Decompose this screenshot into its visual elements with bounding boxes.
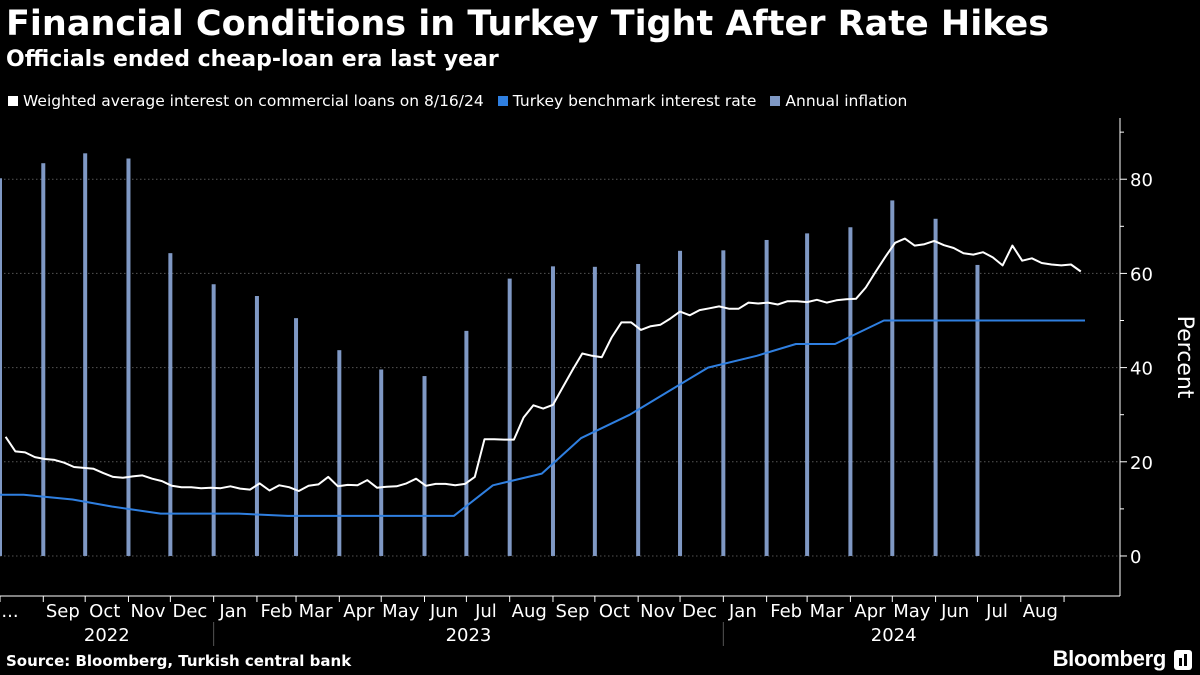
x-tick-label: Jul xyxy=(474,601,497,622)
x-tick-label: Aug xyxy=(1023,601,1058,622)
x-tick-label: Aug xyxy=(512,601,547,622)
commercial-loans-line xyxy=(4,237,1082,492)
x-tick-label: ... xyxy=(1,601,18,622)
y-tick-label: 40 xyxy=(1130,359,1153,380)
source-note: Source: Bloomberg, Turkish central bank xyxy=(6,652,352,670)
x-tick-label: Dec xyxy=(172,601,207,622)
bloomberg-logo: Bloomberg xyxy=(1052,646,1167,671)
inflation-bar xyxy=(337,350,342,556)
x-tick-label: Oct xyxy=(89,601,120,622)
inflation-bar xyxy=(83,153,88,556)
x-tick-label: Apr xyxy=(854,601,886,622)
y-tick-label: 60 xyxy=(1130,264,1153,285)
inflation-bar xyxy=(507,278,512,556)
legend-swatch-inflation xyxy=(770,96,781,106)
x-tick-label: Apr xyxy=(343,601,375,622)
inflation-bar xyxy=(890,200,895,556)
legend-swatch-loans xyxy=(8,96,18,106)
inflation-bar xyxy=(0,178,2,556)
legend-label-inflation: Annual inflation xyxy=(785,92,908,110)
x-tick-label: Feb xyxy=(770,601,802,622)
legend-item-benchmark: Turkey benchmark interest rate xyxy=(497,92,757,110)
legend-swatch-benchmark xyxy=(497,96,508,106)
chart-subtitle: Officials ended cheap-loan era last year xyxy=(6,47,499,72)
x-tick-label: Oct xyxy=(599,601,630,622)
x-tick-label: Jan xyxy=(218,601,247,622)
inflation-bar xyxy=(294,318,299,556)
x-tick-label: Jul xyxy=(985,601,1008,622)
inflation-bar xyxy=(848,227,853,556)
x-tick-label: Jan xyxy=(728,601,757,622)
y-tick-label: 20 xyxy=(1130,453,1153,474)
inflation-bar xyxy=(211,284,216,556)
inflation-bar xyxy=(933,218,938,556)
chart-canvas: 0 20 40 60 80 Percent... Sep Oct Nov Dec Jan Feb Mar… xyxy=(0,118,1197,646)
inflation-bar xyxy=(805,233,810,556)
inflation-bar xyxy=(975,264,980,556)
benchmark-rate-line xyxy=(0,319,1085,517)
inflation-bar xyxy=(41,163,46,556)
bloomberg-terminal-icon xyxy=(1174,650,1192,670)
legend: Weighted average interest on commercial … xyxy=(8,90,907,112)
x-tick-label: Nov xyxy=(640,601,675,622)
inflation-bar xyxy=(379,369,384,556)
legend-label-benchmark: Turkey benchmark interest rate xyxy=(512,92,757,110)
x-year-label: 2023 xyxy=(446,625,492,646)
x-tick-label: Mar xyxy=(299,601,334,622)
x-tick-label: Jun xyxy=(940,601,969,622)
inflation-bar xyxy=(254,296,259,556)
inflation-bar xyxy=(764,239,769,556)
inflation-bar xyxy=(592,266,597,556)
inflation-bar xyxy=(550,266,555,556)
x-tick-label: Nov xyxy=(130,601,165,622)
inflation-bar xyxy=(126,158,131,556)
inflation-bar xyxy=(422,376,427,556)
chart-title: Financial Conditions in Turkey Tight Aft… xyxy=(6,4,1050,44)
y-tick-label: 0 xyxy=(1130,547,1141,568)
x-tick-label: Feb xyxy=(261,601,293,622)
x-tick-label: Sep xyxy=(46,601,80,622)
inflation-bar xyxy=(678,250,683,556)
x-year-label: 2022 xyxy=(84,625,130,646)
x-year-label: 2024 xyxy=(871,625,917,646)
x-tick-label: Sep xyxy=(556,601,590,622)
legend-item-inflation: Annual inflation xyxy=(770,92,907,110)
inflation-bar xyxy=(464,330,469,556)
x-tick-label: Mar xyxy=(810,601,845,622)
inflation-bar xyxy=(168,253,173,556)
x-tick-label: May xyxy=(893,601,931,622)
y-axis-label: Percent xyxy=(1172,316,1197,399)
legend-item-loans: Weighted average interest on commercial … xyxy=(8,92,484,110)
x-tick-label: Jun xyxy=(429,601,458,622)
x-tick-label: Dec xyxy=(682,601,717,622)
legend-label-loans: Weighted average interest on commercial … xyxy=(23,92,484,110)
y-tick-label: 80 xyxy=(1130,170,1153,191)
inflation-bar xyxy=(721,250,726,556)
x-tick-label: May xyxy=(382,601,420,622)
